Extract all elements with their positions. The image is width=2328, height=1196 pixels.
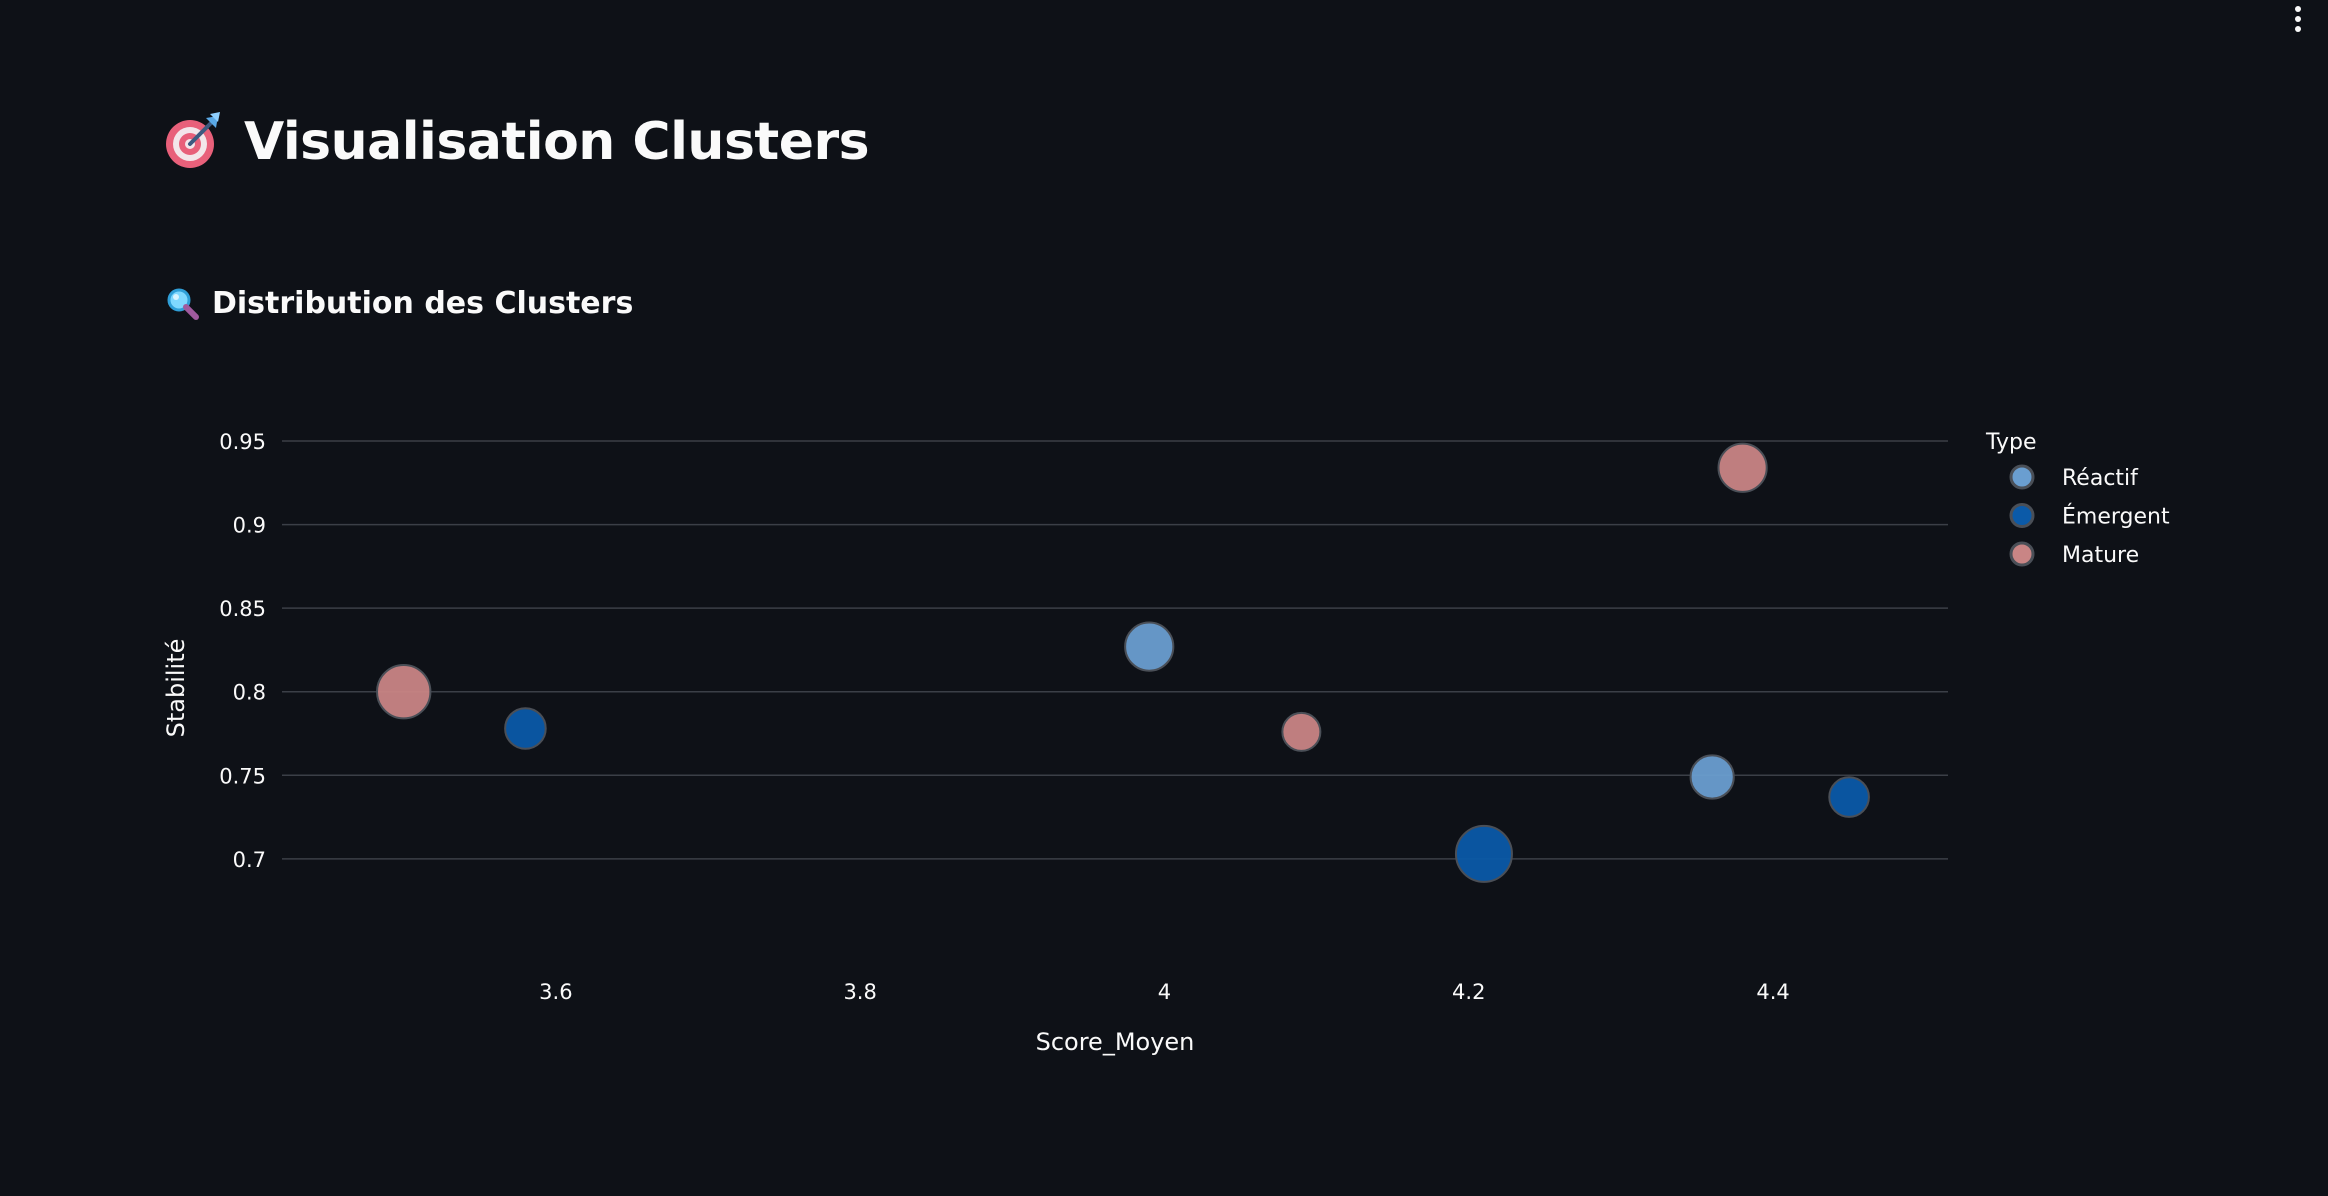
scatter-point-réactif[interactable] xyxy=(1124,621,1175,672)
main-menu-button[interactable] xyxy=(2286,4,2310,34)
legend-item-label[interactable]: Émergent xyxy=(2062,504,2170,530)
section-title-text: Distribution des Clusters xyxy=(212,286,634,321)
legend-item-label[interactable]: Mature xyxy=(2062,543,2139,568)
legend-marker xyxy=(2009,541,2035,567)
y-axis-ticks: 0.7 0.75 0.8 0.85 0.9 0.95 xyxy=(219,430,266,872)
scatter-point-réactif[interactable] xyxy=(1689,754,1735,800)
page-title: Visualisation Clusters xyxy=(162,112,870,172)
legend-title: Type xyxy=(1985,430,2037,455)
target-dart-icon xyxy=(166,112,220,168)
x-tick-label: 3.6 xyxy=(539,980,572,1004)
scatter-point-mature[interactable] xyxy=(1281,711,1322,752)
page-title-text: Visualisation Clusters xyxy=(244,112,870,172)
y-tick-label: 0.85 xyxy=(219,597,266,621)
scatter-point-mature[interactable] xyxy=(1717,442,1768,493)
legend: Type Réactif Émergent Mature xyxy=(1985,430,2170,568)
x-tick-label: 4.4 xyxy=(1756,980,1789,1004)
x-tick-label: 4.2 xyxy=(1452,980,1485,1004)
gridlines xyxy=(282,440,1948,860)
scatter-point-émergent[interactable] xyxy=(504,707,547,750)
y-tick-label: 0.8 xyxy=(233,681,266,705)
scatter-point-émergent[interactable] xyxy=(1828,776,1870,818)
section-title: Distribution des Clusters xyxy=(166,286,633,321)
legend-marker xyxy=(2009,503,2035,528)
legend-item-label[interactable]: Réactif xyxy=(2062,466,2139,491)
y-tick-label: 0.9 xyxy=(233,514,266,538)
y-axis-label: Stabilité xyxy=(162,639,190,738)
magnifier-icon xyxy=(167,288,199,320)
y-tick-label: 0.7 xyxy=(233,848,266,872)
y-tick-label: 0.75 xyxy=(219,764,266,788)
legend-marker xyxy=(2009,464,2035,490)
y-tick-label: 0.95 xyxy=(219,430,266,454)
scatter-point-émergent[interactable] xyxy=(1454,824,1513,883)
scatter-point-mature[interactable] xyxy=(376,664,432,720)
more-vertical-icon-dot xyxy=(2295,26,2301,32)
x-axis-label: Score_Moyen xyxy=(1036,1028,1195,1056)
more-vertical-icon xyxy=(2295,6,2301,12)
data-points xyxy=(376,442,1870,883)
x-axis-ticks: 3.6 3.8 4 4.2 4.4 xyxy=(539,980,1790,1004)
x-tick-label: 4 xyxy=(1158,980,1171,1004)
more-vertical-icon-dot xyxy=(2295,16,2301,22)
x-tick-label: 3.8 xyxy=(843,980,876,1004)
